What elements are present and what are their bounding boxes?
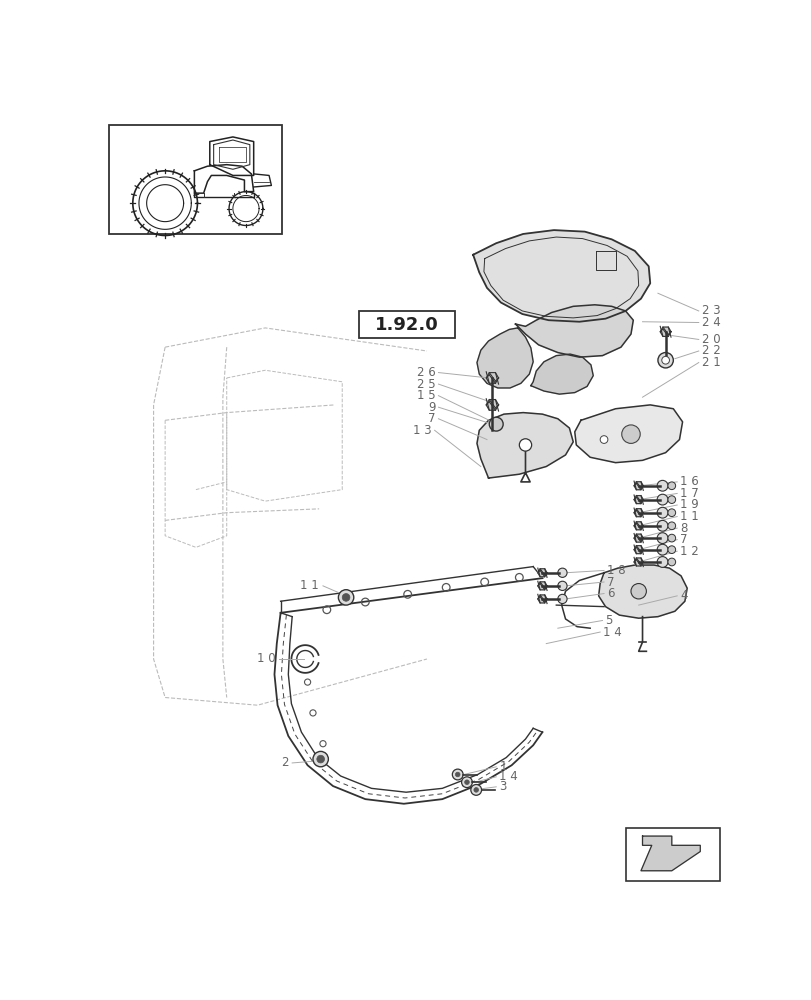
Circle shape bbox=[667, 496, 675, 503]
Polygon shape bbox=[574, 405, 682, 463]
Circle shape bbox=[470, 785, 481, 795]
Text: 5: 5 bbox=[605, 614, 612, 627]
Circle shape bbox=[316, 755, 324, 763]
Text: 7: 7 bbox=[427, 412, 435, 425]
Text: 8: 8 bbox=[680, 522, 687, 535]
Text: 2: 2 bbox=[281, 756, 288, 769]
Circle shape bbox=[656, 494, 667, 505]
Bar bbox=[109, 125, 282, 234]
Text: 1 2: 1 2 bbox=[680, 545, 698, 558]
Polygon shape bbox=[633, 482, 642, 490]
Circle shape bbox=[661, 356, 668, 364]
Circle shape bbox=[341, 594, 350, 601]
Circle shape bbox=[630, 584, 646, 599]
Text: 6: 6 bbox=[607, 587, 614, 600]
Circle shape bbox=[464, 780, 469, 785]
Polygon shape bbox=[633, 522, 642, 530]
Text: 1 3: 1 3 bbox=[413, 424, 431, 437]
Circle shape bbox=[557, 568, 566, 577]
Circle shape bbox=[519, 439, 531, 451]
Text: 1 4: 1 4 bbox=[499, 770, 517, 783]
Text: 1 7: 1 7 bbox=[680, 487, 698, 500]
Text: 9: 9 bbox=[427, 401, 435, 414]
Text: 1 4: 1 4 bbox=[603, 626, 621, 639]
Text: 2 5: 2 5 bbox=[416, 378, 435, 391]
Circle shape bbox=[621, 425, 639, 443]
Circle shape bbox=[656, 480, 667, 491]
Circle shape bbox=[312, 751, 328, 767]
Circle shape bbox=[656, 557, 667, 567]
Circle shape bbox=[667, 558, 675, 566]
Text: 2 0: 2 0 bbox=[701, 333, 719, 346]
Circle shape bbox=[667, 509, 675, 517]
Polygon shape bbox=[640, 836, 699, 871]
Text: 2 3: 2 3 bbox=[701, 304, 719, 317]
Polygon shape bbox=[633, 546, 642, 554]
Polygon shape bbox=[473, 230, 650, 322]
Polygon shape bbox=[659, 327, 670, 336]
Circle shape bbox=[656, 520, 667, 531]
Text: 2 4: 2 4 bbox=[701, 316, 719, 329]
Text: 7: 7 bbox=[680, 533, 687, 546]
Text: 1 1: 1 1 bbox=[680, 510, 698, 523]
Polygon shape bbox=[633, 534, 642, 542]
Text: 1.92.0: 1.92.0 bbox=[375, 316, 438, 334]
Polygon shape bbox=[476, 328, 533, 388]
Circle shape bbox=[667, 534, 675, 542]
Circle shape bbox=[656, 544, 667, 555]
Polygon shape bbox=[598, 565, 686, 618]
Text: 1 9: 1 9 bbox=[680, 498, 698, 512]
Text: 3: 3 bbox=[499, 780, 506, 793]
Circle shape bbox=[667, 522, 675, 530]
Text: 1 1: 1 1 bbox=[300, 579, 319, 592]
Circle shape bbox=[557, 594, 566, 604]
Text: 7: 7 bbox=[607, 576, 614, 588]
Text: 4: 4 bbox=[680, 589, 687, 602]
Text: 2 6: 2 6 bbox=[416, 366, 435, 379]
Circle shape bbox=[489, 417, 503, 431]
Text: 1 5: 1 5 bbox=[416, 389, 435, 402]
Circle shape bbox=[557, 581, 566, 590]
Circle shape bbox=[667, 546, 675, 554]
Text: 2 2: 2 2 bbox=[701, 344, 719, 358]
Text: 1 8: 1 8 bbox=[607, 564, 625, 577]
Circle shape bbox=[452, 769, 462, 780]
Circle shape bbox=[656, 533, 667, 544]
Circle shape bbox=[455, 772, 460, 777]
Circle shape bbox=[474, 788, 478, 792]
Polygon shape bbox=[486, 400, 498, 410]
Circle shape bbox=[667, 482, 675, 490]
Polygon shape bbox=[530, 354, 593, 394]
Polygon shape bbox=[476, 413, 573, 478]
Polygon shape bbox=[633, 509, 642, 517]
Polygon shape bbox=[537, 595, 547, 603]
Polygon shape bbox=[537, 569, 547, 577]
Bar bbox=[358, 311, 455, 338]
Text: 1 0: 1 0 bbox=[256, 652, 275, 666]
Circle shape bbox=[657, 353, 672, 368]
Circle shape bbox=[461, 777, 472, 788]
Circle shape bbox=[338, 590, 354, 605]
Text: 1 6: 1 6 bbox=[680, 475, 698, 488]
Polygon shape bbox=[537, 582, 547, 590]
Polygon shape bbox=[515, 305, 633, 357]
Circle shape bbox=[599, 436, 607, 443]
Text: 2 1: 2 1 bbox=[701, 356, 719, 369]
Text: 1: 1 bbox=[499, 760, 506, 773]
Polygon shape bbox=[486, 373, 498, 383]
Polygon shape bbox=[633, 558, 642, 566]
Bar bbox=[624, 828, 719, 881]
Circle shape bbox=[656, 507, 667, 518]
Polygon shape bbox=[633, 496, 642, 504]
